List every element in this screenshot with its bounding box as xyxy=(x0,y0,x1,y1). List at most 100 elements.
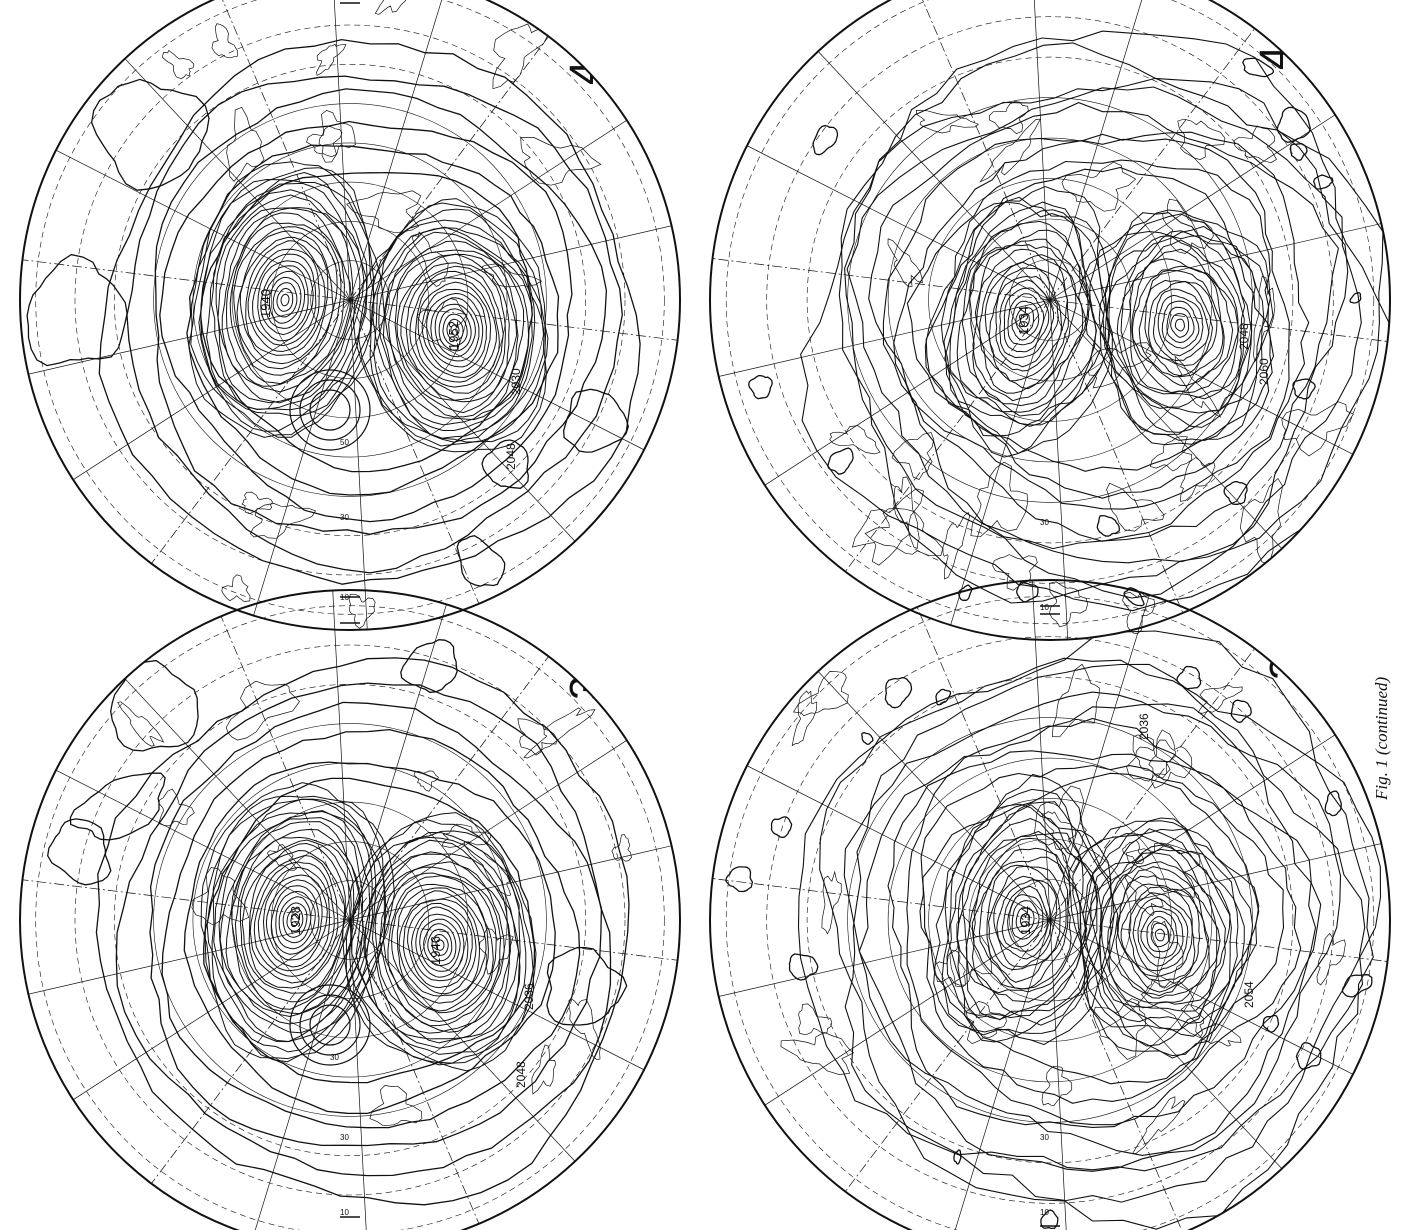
meridian-line xyxy=(1049,299,1070,640)
contours-bottom-left xyxy=(47,639,630,1206)
coastline xyxy=(413,770,439,792)
contour-line xyxy=(1106,230,1246,414)
contour-line xyxy=(290,913,300,927)
contour-cell xyxy=(958,584,973,601)
contour-label: 1934 xyxy=(1018,906,1033,935)
contour-line xyxy=(1082,832,1239,1047)
contour-line xyxy=(221,207,352,393)
contour-line xyxy=(358,202,546,447)
contour-line xyxy=(1131,258,1234,394)
contour-cell xyxy=(1349,292,1362,304)
contour-line xyxy=(398,890,481,997)
contour-line xyxy=(280,293,290,307)
contour-line xyxy=(1166,306,1195,344)
contour-line xyxy=(210,189,365,410)
coastline xyxy=(1135,739,1176,779)
meridian-line xyxy=(908,0,1051,301)
coastline xyxy=(915,109,980,134)
contour-line xyxy=(1157,294,1204,357)
contour-cell xyxy=(90,78,210,191)
coastline xyxy=(464,841,512,897)
meridian-line xyxy=(729,136,1051,301)
contour-line xyxy=(995,275,1059,368)
contour-cell xyxy=(546,946,628,1026)
panel-number: 4 xyxy=(1251,46,1300,70)
meridian-line xyxy=(20,876,351,921)
meridian-line xyxy=(349,919,680,964)
border-bottom-right xyxy=(709,579,1391,1230)
contour-cell xyxy=(1276,106,1311,143)
contour-line xyxy=(249,854,339,984)
coastline xyxy=(1233,125,1277,164)
coastline-top-left xyxy=(161,0,602,602)
contour-line xyxy=(971,837,1081,994)
meridian-line xyxy=(349,0,453,301)
contour-line xyxy=(797,630,1374,1230)
contour-line xyxy=(1104,225,1253,428)
contour-line xyxy=(961,817,1099,1020)
meridian-line xyxy=(37,140,351,301)
contour-cell xyxy=(1324,790,1342,817)
latitude-circle xyxy=(35,0,665,615)
contour-line xyxy=(257,866,331,972)
coastline xyxy=(970,461,1028,538)
contour-line xyxy=(286,908,304,932)
contour-line xyxy=(213,810,374,1043)
contour-line xyxy=(253,861,335,977)
contour-line xyxy=(1019,313,1030,328)
meridian-line xyxy=(212,597,351,921)
meridian-line xyxy=(349,299,663,460)
contour-label: 2036 xyxy=(1137,713,1151,740)
meridian-line xyxy=(944,919,1051,1230)
contour-line xyxy=(1132,897,1189,972)
meridian-line xyxy=(349,840,680,921)
latitude-circle xyxy=(153,723,547,1117)
border-top-right xyxy=(709,0,1391,641)
contour-line xyxy=(984,261,1068,382)
contour-line xyxy=(225,821,365,1018)
contour-line xyxy=(996,879,1052,960)
contour-line xyxy=(382,872,497,1023)
meridian-line xyxy=(729,756,1051,921)
lat-label: 30 xyxy=(340,513,349,522)
contour-line xyxy=(199,172,533,473)
meridian-line xyxy=(331,0,351,301)
contour-line xyxy=(257,260,314,342)
contour-line xyxy=(986,864,1067,983)
contour-line xyxy=(402,898,477,995)
contour-label: 1928 xyxy=(288,906,303,935)
contour-line xyxy=(265,879,323,961)
contour-line xyxy=(838,42,1384,604)
figure-caption: Fig. 1 (continued) xyxy=(1350,560,1391,820)
contour-line xyxy=(1116,235,1245,409)
contour-line xyxy=(858,703,1317,1156)
lat-label: 30 xyxy=(1040,518,1049,527)
meridian-line xyxy=(56,299,351,491)
contour-line xyxy=(268,276,302,324)
contour-line xyxy=(993,875,1058,968)
contour-line xyxy=(944,201,1105,426)
coastline xyxy=(211,23,238,59)
coastline xyxy=(523,707,596,759)
meridian-line xyxy=(1049,299,1192,632)
contour-line xyxy=(426,292,484,368)
contour-line xyxy=(236,230,334,370)
contour-label: 2036 xyxy=(522,983,536,1010)
contour-line xyxy=(229,222,342,385)
contour-cell xyxy=(110,659,199,752)
contour-line xyxy=(241,842,347,994)
coastline xyxy=(266,844,298,871)
meridian-line xyxy=(349,729,644,921)
contour-line xyxy=(379,866,502,1027)
contour-label: 1946 xyxy=(428,936,443,965)
contour-line xyxy=(1174,318,1185,332)
contours-top-left xyxy=(26,38,641,587)
contour-line xyxy=(95,657,630,1206)
contour-line xyxy=(299,994,361,1056)
contour-line xyxy=(215,194,361,404)
contour-cell xyxy=(861,732,874,745)
coastline xyxy=(829,425,881,455)
contour-line xyxy=(363,853,511,1044)
coastline xyxy=(1316,932,1346,986)
contour-cell xyxy=(725,866,754,893)
